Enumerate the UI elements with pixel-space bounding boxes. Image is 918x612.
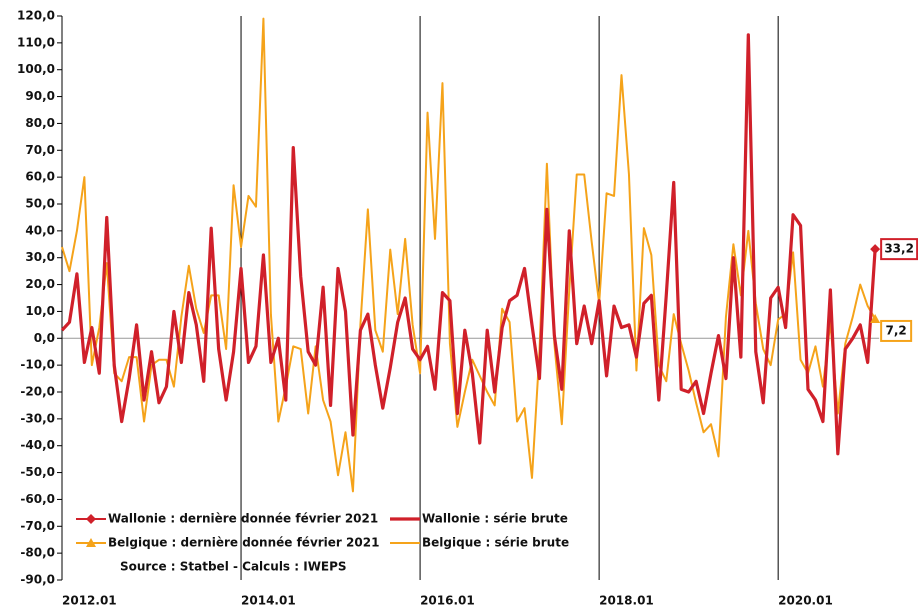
y-tick-label: -70,0 (20, 519, 55, 533)
last-point-marker (870, 244, 881, 255)
y-tick-label: 30,0 (25, 250, 55, 264)
legend-label: Wallonie : série brute (422, 512, 568, 526)
y-tick-label: -40,0 (20, 438, 55, 452)
x-tick-label: 2016.01 (420, 594, 475, 608)
y-tick-label: 50,0 (25, 197, 55, 211)
data-label-box (880, 319, 913, 342)
legend-label: Wallonie : dernière donnée février 2021 (108, 512, 378, 526)
x-tick-label: 2020.01 (778, 594, 833, 608)
y-tick-label: 120,0 (17, 9, 55, 23)
y-tick-label: 100,0 (17, 62, 55, 76)
y-tick-label: -50,0 (20, 465, 55, 479)
y-tick-label: -10,0 (20, 358, 55, 372)
data-label: 7,2 (886, 323, 907, 337)
legend-label: Belgique : série brute (422, 536, 569, 550)
x-tick-label: 2012.01 (62, 594, 117, 608)
y-tick-label: -20,0 (20, 385, 55, 399)
y-tick-label: 80,0 (25, 116, 55, 130)
last-point-marker (870, 313, 881, 323)
y-tick-label: 70,0 (25, 143, 55, 157)
source-note: Source : Statbel - Calculs : IWEPS (120, 560, 347, 574)
data-line (61, 17, 877, 493)
legend-label: Belgique : dernière donnée février 2021 (108, 536, 379, 550)
y-tick-label: -90,0 (20, 573, 55, 587)
y-tick-label: 0,0 (34, 331, 55, 345)
y-tick-label: 110,0 (17, 35, 55, 49)
data-line (60, 33, 877, 456)
y-tick-label: -80,0 (20, 546, 55, 560)
y-tick-label: 10,0 (25, 304, 55, 318)
y-tick-label: -30,0 (20, 411, 55, 425)
data-label-box (880, 238, 918, 261)
data-label: 33,2 (884, 242, 914, 256)
x-tick-label: 2014.01 (241, 594, 296, 608)
y-tick-label: -60,0 (20, 492, 55, 506)
legend-marker (86, 514, 96, 524)
y-tick-label: 20,0 (25, 277, 55, 291)
x-tick-label: 2018.01 (599, 594, 654, 608)
y-tick-label: 60,0 (25, 170, 55, 184)
legend-marker (86, 538, 96, 547)
y-tick-label: 90,0 (25, 89, 55, 103)
y-tick-label: 40,0 (25, 223, 55, 237)
